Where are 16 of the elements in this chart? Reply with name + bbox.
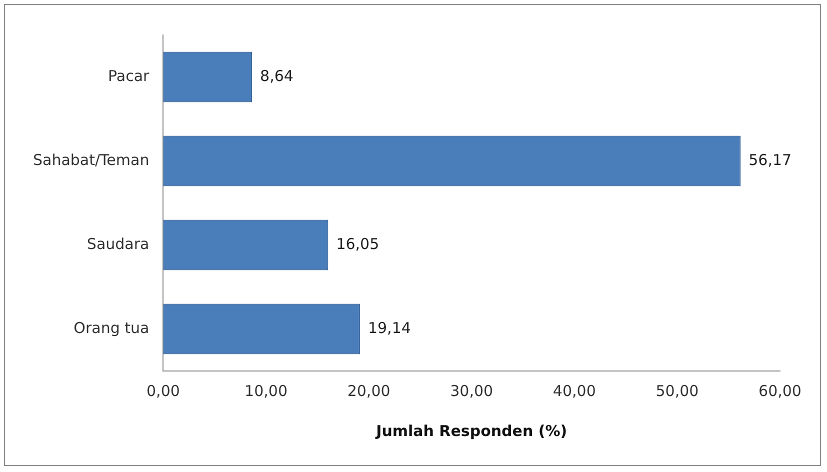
data-label: 19,14: [368, 318, 411, 337]
x-tick-label: 10,00: [244, 382, 288, 400]
x-tick-label: 50,00: [656, 382, 699, 400]
x-tick-label: 60,00: [758, 382, 802, 400]
x-tick-label: 40,00: [552, 382, 596, 400]
x-tick-label: 0,00: [146, 382, 180, 400]
data-label: 56,17: [748, 150, 792, 169]
y-tick-label: Sahabat/Teman: [32, 150, 150, 169]
y-tick-label: Pacar: [108, 66, 150, 85]
y-tick-label: Saudara: [86, 234, 150, 253]
y-tick-label: Orang tua: [74, 318, 150, 337]
data-label: 16,05: [336, 234, 380, 253]
x-tick-label: 30,00: [450, 382, 494, 400]
x-axis-title: Jumlah Responden (%): [375, 422, 568, 440]
data-label: 8,64: [260, 66, 294, 85]
x-tick-label: 20,00: [347, 382, 390, 400]
